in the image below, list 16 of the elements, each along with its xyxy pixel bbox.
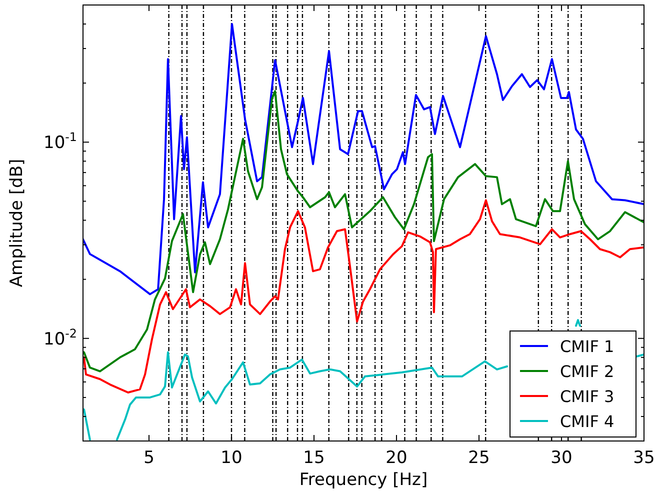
x-tick-label: 35 bbox=[633, 448, 655, 468]
y-axis-title: Amplitude [dB] bbox=[7, 158, 27, 288]
line-series bbox=[83, 23, 644, 296]
legend-label: CMIF 4 bbox=[560, 412, 614, 431]
x-axis-title: Frequency [Hz] bbox=[299, 470, 428, 490]
x-tick-label: 5 bbox=[144, 448, 154, 468]
x-tick-label: 15 bbox=[303, 448, 325, 468]
x-tick-label: 30 bbox=[550, 448, 572, 468]
y-tick-label: 10$^{-2}$ bbox=[44, 326, 77, 350]
legend-label: CMIF 3 bbox=[560, 387, 614, 406]
legend-label: CMIF 2 bbox=[560, 362, 614, 381]
x-tick-label: 10 bbox=[220, 448, 242, 468]
x-tick-label: 20 bbox=[386, 448, 408, 468]
legend-label: CMIF 1 bbox=[560, 337, 614, 356]
x-tick-label: 25 bbox=[468, 448, 490, 468]
y-tick-label: 10$^{-1}$ bbox=[44, 130, 77, 154]
